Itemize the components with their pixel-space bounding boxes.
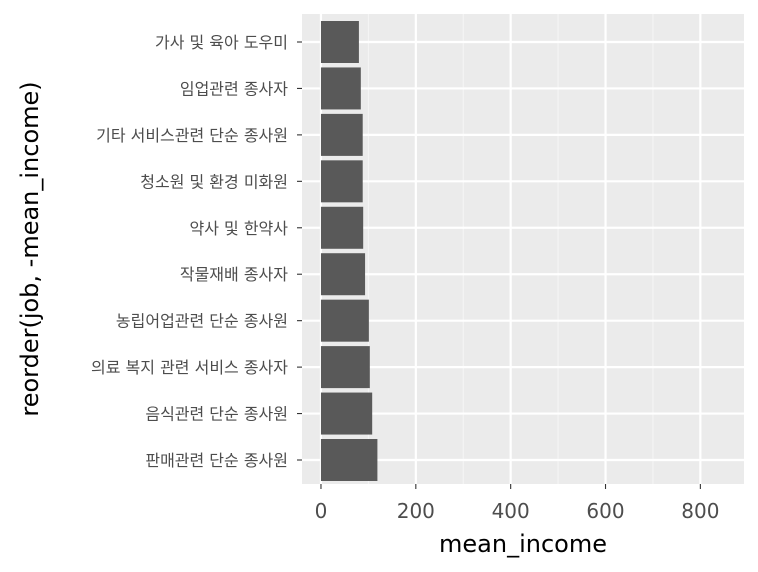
y-tick-label: 농립어업관련 단순 종사원 <box>116 312 288 331</box>
y-tick-marks <box>297 41 302 461</box>
bar <box>320 346 370 389</box>
bar <box>320 392 373 435</box>
bar <box>320 160 363 203</box>
bar <box>320 206 364 249</box>
y-tick-label: 의료 복지 관련 서비스 종사자 <box>91 358 288 377</box>
x-tick-label: 800 <box>681 499 719 523</box>
y-tick-label: 기타 서비스관련 단순 종사원 <box>96 126 288 145</box>
y-tick-label: 청소원 및 환경 미화원 <box>140 172 288 191</box>
plot-panel <box>302 14 744 484</box>
bars <box>320 21 378 481</box>
x-tick-label: 600 <box>586 499 624 523</box>
y-tick-label: 작물재배 종사자 <box>180 265 288 284</box>
grid-lines <box>302 14 744 484</box>
bar <box>320 21 359 63</box>
bar <box>320 299 369 342</box>
x-axis-title: mean_income <box>439 530 607 558</box>
y-tick-label: 판매관련 단순 종사원 <box>145 451 288 470</box>
x-tick-labels: 0 200 400 600 800 <box>315 499 720 523</box>
x-tick-marks <box>320 484 701 489</box>
bar <box>320 439 378 481</box>
y-tick-label: 임업관련 종사자 <box>180 79 288 98</box>
y-tick-label: 가사 및 육아 도우미 <box>155 33 288 52</box>
y-tick-label: 음식관련 단순 종사원 <box>145 405 288 424</box>
bar <box>320 253 366 296</box>
bar <box>320 113 363 156</box>
x-tick-label: 0 <box>315 499 328 523</box>
y-tick-label: 약사 및 한약사 <box>190 219 289 238</box>
y-axis-title: reorder(job, -mean_income) <box>16 81 44 416</box>
bar <box>320 67 361 110</box>
x-tick-label: 400 <box>492 499 530 523</box>
x-tick-label: 200 <box>397 499 435 523</box>
